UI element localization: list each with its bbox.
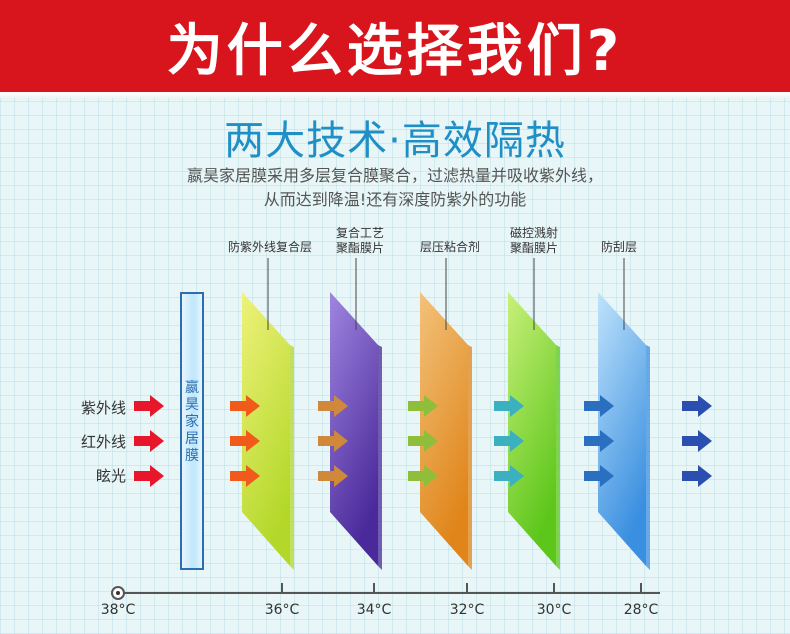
layer-arrow <box>584 465 614 487</box>
layer-arrow <box>494 430 524 452</box>
input-label-glare: 眩光 <box>95 467 126 485</box>
layer-arrow <box>318 430 348 452</box>
temp-label-28: 28°C <box>623 602 659 618</box>
layer-label-5: 防刮层 <box>600 240 637 254</box>
layer-panel-2 <box>330 292 378 566</box>
page-title: 为什么选择我们? <box>166 18 624 84</box>
layer-arrow <box>584 395 614 417</box>
description-line-1: 嬴昊家居膜采用多层复合膜聚合，过滤热量并吸收紫外线， <box>186 166 603 185</box>
layer-arrow <box>408 395 438 417</box>
temp-tick <box>373 583 375 593</box>
input-arrow <box>134 465 164 487</box>
layer-label-3: 层压粘合剂 <box>419 240 480 254</box>
temp-label-30: 30°C <box>536 602 572 618</box>
axis-origin-marker <box>111 586 125 600</box>
layer-arrow <box>408 465 438 487</box>
layer-arrow <box>584 430 614 452</box>
temp-label-34: 34°C <box>356 602 392 618</box>
temp-label-36: 36°C <box>264 602 300 618</box>
header-stripe <box>0 92 790 98</box>
layer-arrow <box>230 395 260 417</box>
temp-label-38: 38°C <box>100 602 136 618</box>
layer-arrow <box>494 465 524 487</box>
input-arrow <box>134 430 164 452</box>
layer-panel-5 <box>598 292 646 566</box>
description-line-2: 从而达到降温!还有深度防紫外的功能 <box>263 190 527 209</box>
temp-tick <box>553 583 555 593</box>
section-subtitle: 两大技术·高效隔热 <box>224 118 566 164</box>
film-label: 嬴 昊 家 居 膜 <box>185 380 199 464</box>
temp-tick <box>281 583 283 593</box>
layer-arrow <box>318 465 348 487</box>
input-arrow <box>134 395 164 417</box>
input-label-uv: 紫外线 <box>80 399 126 417</box>
layer-arrow <box>408 430 438 452</box>
layer-panel-edge <box>378 345 382 570</box>
layer-panel-3 <box>420 292 468 566</box>
film-bar <box>180 292 204 570</box>
layer-label-4: 磁控溅射 聚酯膜片 <box>509 226 558 255</box>
output-arrow <box>682 430 712 452</box>
temperature-axis <box>118 592 660 594</box>
layer-panel-edge <box>556 345 560 570</box>
temp-tick <box>466 583 468 593</box>
layer-arrow <box>494 395 524 417</box>
layer-arrow <box>318 395 348 417</box>
temp-tick <box>640 583 642 593</box>
layer-label-2: 复合工艺 聚酯膜片 <box>335 226 384 255</box>
output-arrow <box>682 465 712 487</box>
layer-panel-edge <box>468 345 472 570</box>
layer-arrow <box>230 465 260 487</box>
layer-panel-edge <box>290 345 294 570</box>
output-arrow <box>682 395 712 417</box>
layer-panel-edge <box>646 345 650 570</box>
temp-label-32: 32°C <box>449 602 485 618</box>
layer-panel-4 <box>508 292 556 566</box>
layer-label-1: 防紫外线复合层 <box>227 240 312 254</box>
header-banner: 为什么选择我们? <box>0 0 790 92</box>
layer-arrow <box>230 430 260 452</box>
input-label-ir: 红外线 <box>80 433 126 451</box>
layer-panel-1 <box>242 292 290 566</box>
